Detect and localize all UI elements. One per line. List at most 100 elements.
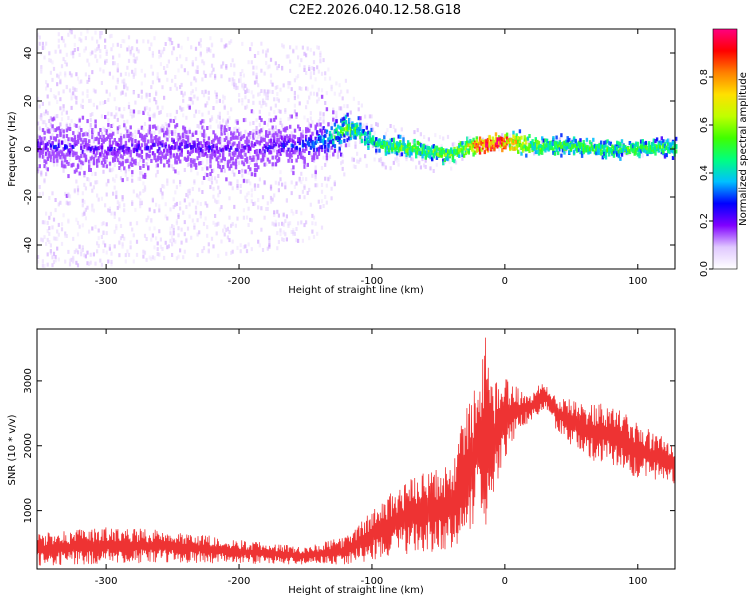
spectrogram-cell [386, 128, 389, 132]
spectrogram-cell [461, 150, 464, 155]
spectrogram-cell [356, 122, 359, 127]
spectrogram-cell [482, 143, 485, 148]
spectrogram-cell [220, 205, 223, 210]
spectrogram-cell [207, 110, 210, 115]
spectrogram-cell [148, 92, 151, 97]
spectrogram-cell [261, 146, 265, 151]
spectrogram-cell [364, 131, 367, 136]
spectrogram-cell [312, 158, 316, 163]
spectrogram-cell [652, 142, 656, 147]
spectrogram-cell [245, 136, 249, 141]
spectrogram-cell [172, 179, 175, 184]
spectrogram-cell [108, 164, 111, 169]
spectrogram-cell [282, 143, 285, 148]
spectrogram-cell [547, 142, 550, 147]
spectrogram-cell [183, 129, 187, 134]
spectrogram-cell [332, 117, 335, 122]
spectrogram-cell [287, 139, 290, 143]
spectrogram-cell [572, 137, 576, 142]
spectrogram-cell [99, 145, 102, 150]
spectrogram-cell [665, 150, 668, 155]
spectrogram-cell [127, 167, 131, 172]
spectrogram-cell [218, 136, 222, 141]
spectrogram-cell [54, 154, 57, 159]
spectrogram-cell [80, 154, 83, 158]
spectrogram-cell [434, 133, 437, 138]
spectrogram-cell [293, 185, 296, 189]
spectrogram-cell [64, 139, 67, 144]
spectrogram-cell [309, 75, 312, 80]
spectrogram-cell [148, 127, 151, 132]
spectrogram-cell [222, 147, 225, 152]
spectrogram-cell [509, 137, 512, 142]
spectrogram-cell [480, 141, 483, 146]
spectrogram-cell [145, 94, 148, 99]
spectrogram-cell [319, 52, 322, 57]
spectrogram-cell [231, 132, 234, 137]
spectrogram-cell [469, 139, 472, 143]
spectrogram-cell [226, 118, 229, 123]
spectrogram-cell [298, 63, 301, 68]
spectrogram-cell [150, 131, 153, 135]
spectrogram-cell [442, 158, 445, 163]
spectrogram-cell [175, 256, 178, 261]
spectrogram-cell [210, 63, 214, 68]
spectrogram-cell [158, 110, 161, 115]
spectrogram-cell [88, 159, 91, 164]
spectrogram-cell [46, 229, 49, 234]
spectrogram-cell [129, 161, 132, 166]
spectrogram-cell [308, 187, 311, 192]
spectrogram-cell [231, 249, 234, 254]
spectrogram-cell [515, 140, 518, 144]
spectrogram-cell [236, 183, 239, 188]
spectrogram-cell [51, 255, 54, 260]
spectrogram-cell [94, 124, 97, 129]
spectrogram-cell [440, 150, 443, 155]
spectrogram-cell [426, 150, 429, 155]
spectrogram-cell [269, 57, 273, 62]
spectrogram-cell [274, 103, 277, 108]
spectrogram-cell [416, 150, 419, 155]
spectrogram-cell [96, 58, 99, 63]
spectrogram-cell [446, 149, 450, 154]
spectrogram-cell [268, 238, 271, 243]
spectrogram-cell [292, 165, 295, 170]
spectrogram-cell [301, 134, 305, 139]
spectrogram-cell [486, 146, 490, 151]
spectrogram-cell [435, 156, 439, 160]
spectrogram-cell [464, 151, 467, 156]
spectrogram-cell [474, 150, 477, 155]
spectrogram-cell [467, 150, 470, 155]
spectrogram-cell [631, 146, 635, 151]
spectrogram-cell [179, 206, 182, 211]
spectrogram-cell [274, 155, 278, 160]
spectrogram-cell [188, 96, 191, 101]
spectrogram-cell [107, 122, 110, 127]
spectrogram-cell [156, 105, 159, 110]
spectrogram-cell [281, 182, 284, 187]
spectrogram-cell [193, 113, 196, 118]
spectrogram-cell [220, 168, 223, 173]
spectrogram-cell [641, 144, 644, 149]
spectrogram-cell [97, 46, 100, 51]
spectrogram-cell [207, 248, 210, 253]
spectrogram-cell [226, 111, 229, 115]
spectrogram-cell [186, 189, 190, 194]
spectrogram-cell [214, 214, 217, 218]
spectrogram-cell [129, 136, 132, 141]
spectrogram-cell [100, 150, 104, 155]
spectrogram-cell [598, 144, 601, 149]
spectrogram-cell [207, 90, 210, 95]
spectrogram-cell [215, 222, 218, 227]
spectrogram-cell [209, 177, 212, 182]
spectrogram-cell [131, 163, 134, 167]
spectrogram-cell [204, 133, 207, 138]
spectrogram-cell [423, 147, 426, 152]
spectrogram-cell [450, 152, 453, 157]
spectrogram-cell [459, 150, 462, 155]
spectrogram-cell [57, 91, 60, 96]
spectrogram-cell [222, 118, 225, 123]
spectrogram-cell [675, 136, 678, 141]
spectrogram-cell [217, 221, 220, 226]
spectrogram-cell [553, 141, 557, 145]
